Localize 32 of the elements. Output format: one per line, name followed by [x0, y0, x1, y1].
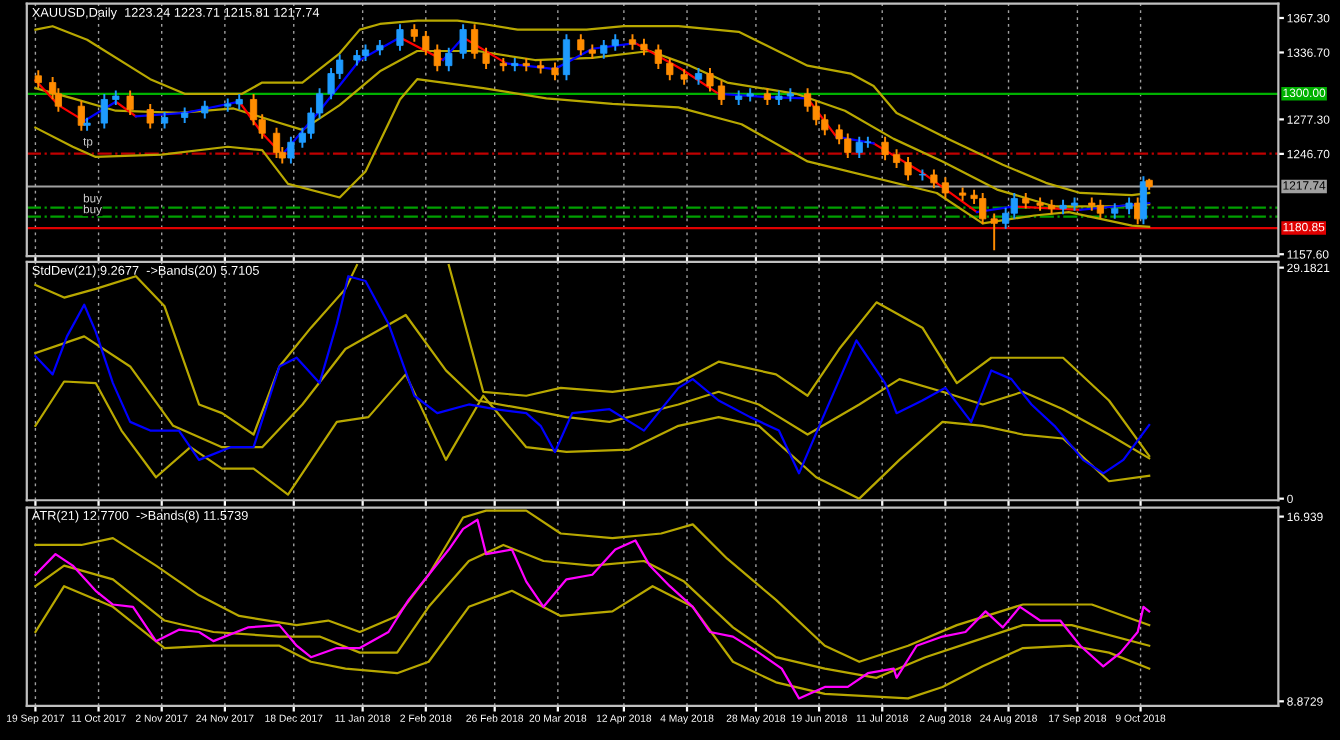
candlestick [1139, 176, 1148, 225]
candlestick [511, 57, 519, 72]
candlestick [717, 80, 726, 105]
candlestick [918, 169, 926, 181]
candlestick [100, 93, 108, 129]
line-series [34, 585, 1151, 700]
candlestick [562, 34, 571, 81]
candlestick [459, 24, 467, 59]
candlestick [482, 47, 490, 69]
candlestick [881, 136, 889, 161]
candlestick [499, 57, 507, 72]
candlestick [904, 157, 912, 181]
candlestick [1134, 197, 1142, 225]
candlestick [706, 68, 714, 92]
line-series [34, 543, 1151, 679]
candlestick [786, 88, 794, 102]
candlestick [445, 47, 453, 72]
candlestick [287, 136, 295, 164]
candlestick [146, 104, 154, 129]
candlestick [804, 88, 812, 112]
candlestick [941, 177, 949, 199]
candlestick [126, 90, 134, 116]
candlestick [522, 57, 530, 72]
candlestick [471, 24, 479, 59]
candlestick [959, 187, 967, 201]
candlestick [250, 93, 258, 126]
candlestick [654, 44, 662, 69]
candlestick [77, 100, 85, 131]
candlestick [272, 127, 281, 158]
line-series [34, 509, 1151, 663]
candlestick [396, 24, 404, 51]
candlestick [666, 57, 674, 81]
